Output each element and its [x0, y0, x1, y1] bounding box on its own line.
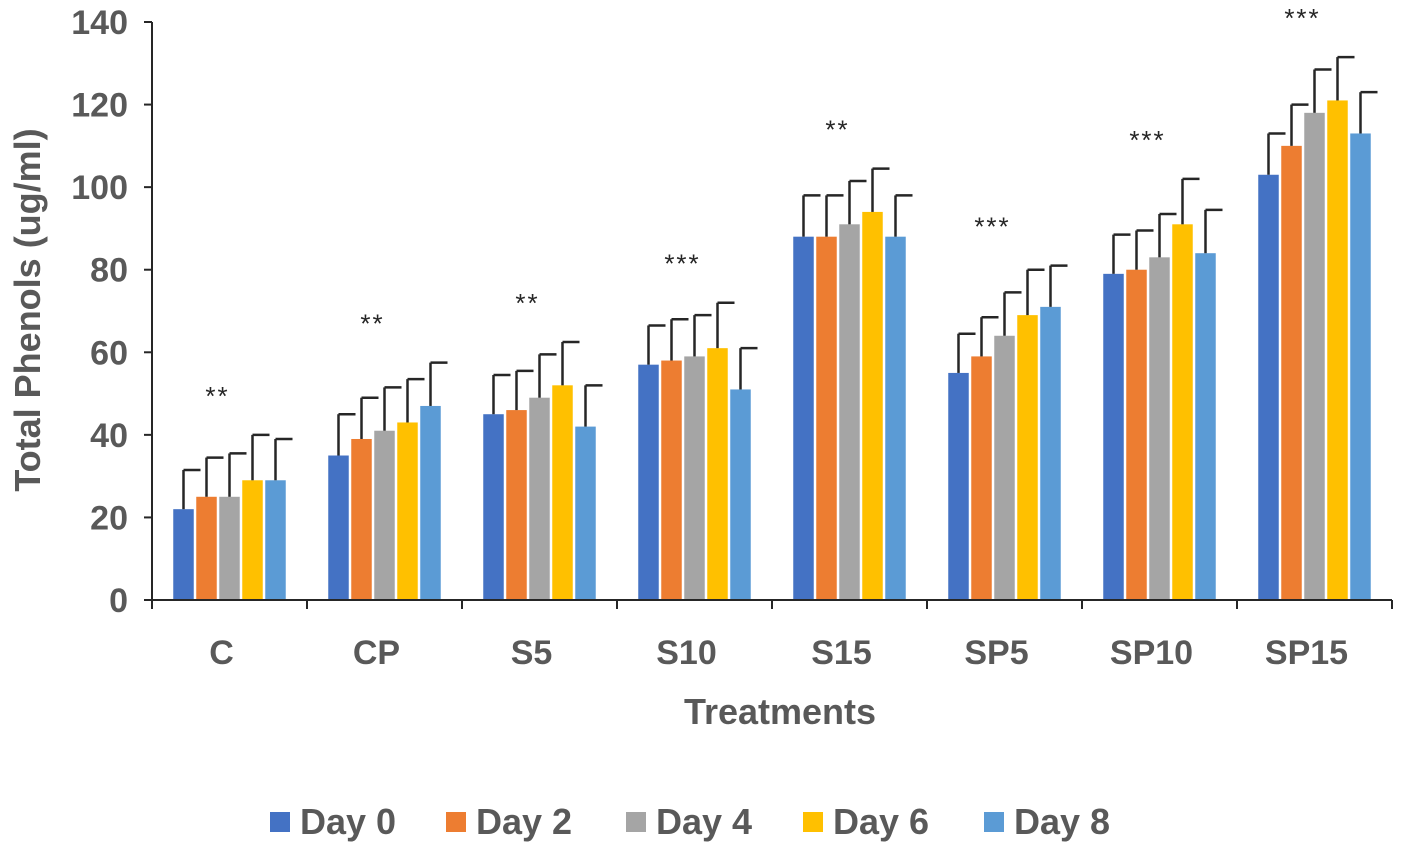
legend-label: Day 4 [656, 801, 752, 842]
x-category-label: SP5 [964, 634, 1028, 672]
bar-day-8-cp [420, 405, 441, 600]
bar-day-0-sp10 [1103, 273, 1124, 600]
y-axis-ticks: 0 20 40 60 80 100 120 140 [71, 4, 152, 620]
bar-day-4-s5 [529, 397, 550, 600]
legend-label: Day 8 [1014, 801, 1110, 842]
x-axis-title: Treatments [684, 691, 876, 732]
bar-day-4-sp15 [1304, 112, 1325, 600]
significance-marker: ** [825, 115, 849, 145]
x-category-label: S15 [811, 634, 872, 672]
legend-swatch [803, 812, 823, 832]
bar-day-0-sp5 [948, 372, 969, 600]
bar-day-6-s5 [552, 385, 573, 600]
y-axis-title: Total Phenols (ug/ml) [7, 128, 48, 491]
x-axis-category-labels: C CP S5 S10 S15 SP5 SP10 SP15 [209, 634, 1348, 672]
significance-marker: *** [664, 249, 700, 279]
significance-marker: *** [974, 212, 1010, 242]
y-tick-label: 140 [71, 4, 128, 42]
significance-marker: *** [1129, 125, 1165, 155]
bar-day-2-s10 [661, 360, 682, 600]
legend-item: Day 4 [626, 801, 752, 842]
x-category-label: S10 [656, 634, 717, 672]
y-tick-label: 0 [109, 582, 128, 620]
bar-day-6-s15 [862, 211, 883, 600]
bar-day-2-c [196, 496, 217, 600]
bar-day-2-sp10 [1126, 269, 1147, 600]
x-category-label: CP [353, 634, 400, 672]
bar-day-8-sp10 [1195, 253, 1216, 600]
legend-swatch [446, 812, 466, 832]
error-bars [182, 55, 1378, 510]
bar-day-8-sp5 [1040, 306, 1061, 600]
legend: Day 0 Day 2 Day 4 Day 6 Day 8 [270, 801, 1110, 842]
bar-day-2-sp15 [1281, 145, 1302, 600]
bar-day-4-cp [374, 430, 395, 600]
bars [173, 100, 1371, 601]
significance-marker: ** [360, 309, 384, 339]
bar-day-6-sp10 [1172, 224, 1193, 601]
legend-item: Day 8 [984, 801, 1110, 842]
bar-day-2-sp5 [971, 356, 992, 600]
legend-item: Day 0 [270, 801, 396, 842]
y-tick-label: 100 [71, 169, 128, 207]
significance-markers: ******************** [205, 3, 1320, 411]
bar-day-6-cp [397, 422, 418, 600]
y-tick-label: 40 [90, 417, 128, 455]
legend-item: Day 2 [446, 801, 572, 842]
bar-day-0-s10 [638, 364, 659, 600]
bar-day-2-cp [351, 438, 372, 600]
x-category-label: SP15 [1265, 634, 1348, 672]
legend-swatch [626, 812, 646, 832]
bar-day-0-cp [328, 455, 349, 600]
bar-day-6-s10 [707, 348, 728, 600]
bar-day-6-sp5 [1017, 315, 1038, 600]
y-tick-label: 80 [90, 252, 128, 290]
bar-day-0-sp15 [1258, 174, 1279, 600]
axes [151, 22, 1393, 609]
legend-label: Day 2 [476, 801, 572, 842]
legend-label: Day 6 [833, 801, 929, 842]
legend-swatch [984, 812, 1004, 832]
bar-day-8-s15 [885, 236, 906, 600]
bar-day-4-s15 [839, 224, 860, 601]
bar-day-8-s10 [730, 389, 751, 600]
x-category-label: SP10 [1110, 634, 1193, 672]
bar-day-8-c [265, 480, 286, 600]
y-tick-label: 120 [71, 87, 128, 125]
bar-day-0-s5 [483, 414, 504, 600]
bar-day-6-sp15 [1327, 100, 1348, 600]
y-tick-label: 20 [90, 499, 128, 537]
legend-item: Day 6 [803, 801, 929, 842]
significance-marker: *** [1284, 3, 1320, 33]
bar-day-2-s5 [506, 410, 527, 600]
x-category-label: S5 [511, 634, 553, 672]
bar-day-4-sp5 [994, 335, 1015, 600]
bar-day-8-sp15 [1350, 133, 1371, 600]
bar-day-4-s10 [684, 356, 705, 600]
bar-day-4-c [219, 496, 240, 600]
bar-day-4-sp10 [1149, 257, 1170, 600]
legend-swatch [270, 812, 290, 832]
significance-marker: ** [205, 381, 229, 411]
y-tick-label: 60 [90, 334, 128, 372]
bar-day-0-c [173, 509, 194, 600]
x-category-label: C [209, 634, 234, 672]
legend-label: Day 0 [300, 801, 396, 842]
bar-day-6-c [242, 480, 263, 600]
bar-day-2-s15 [816, 236, 837, 600]
bar-day-0-s15 [793, 236, 814, 600]
significance-marker: ** [515, 288, 539, 318]
bar-day-8-s5 [575, 426, 596, 600]
